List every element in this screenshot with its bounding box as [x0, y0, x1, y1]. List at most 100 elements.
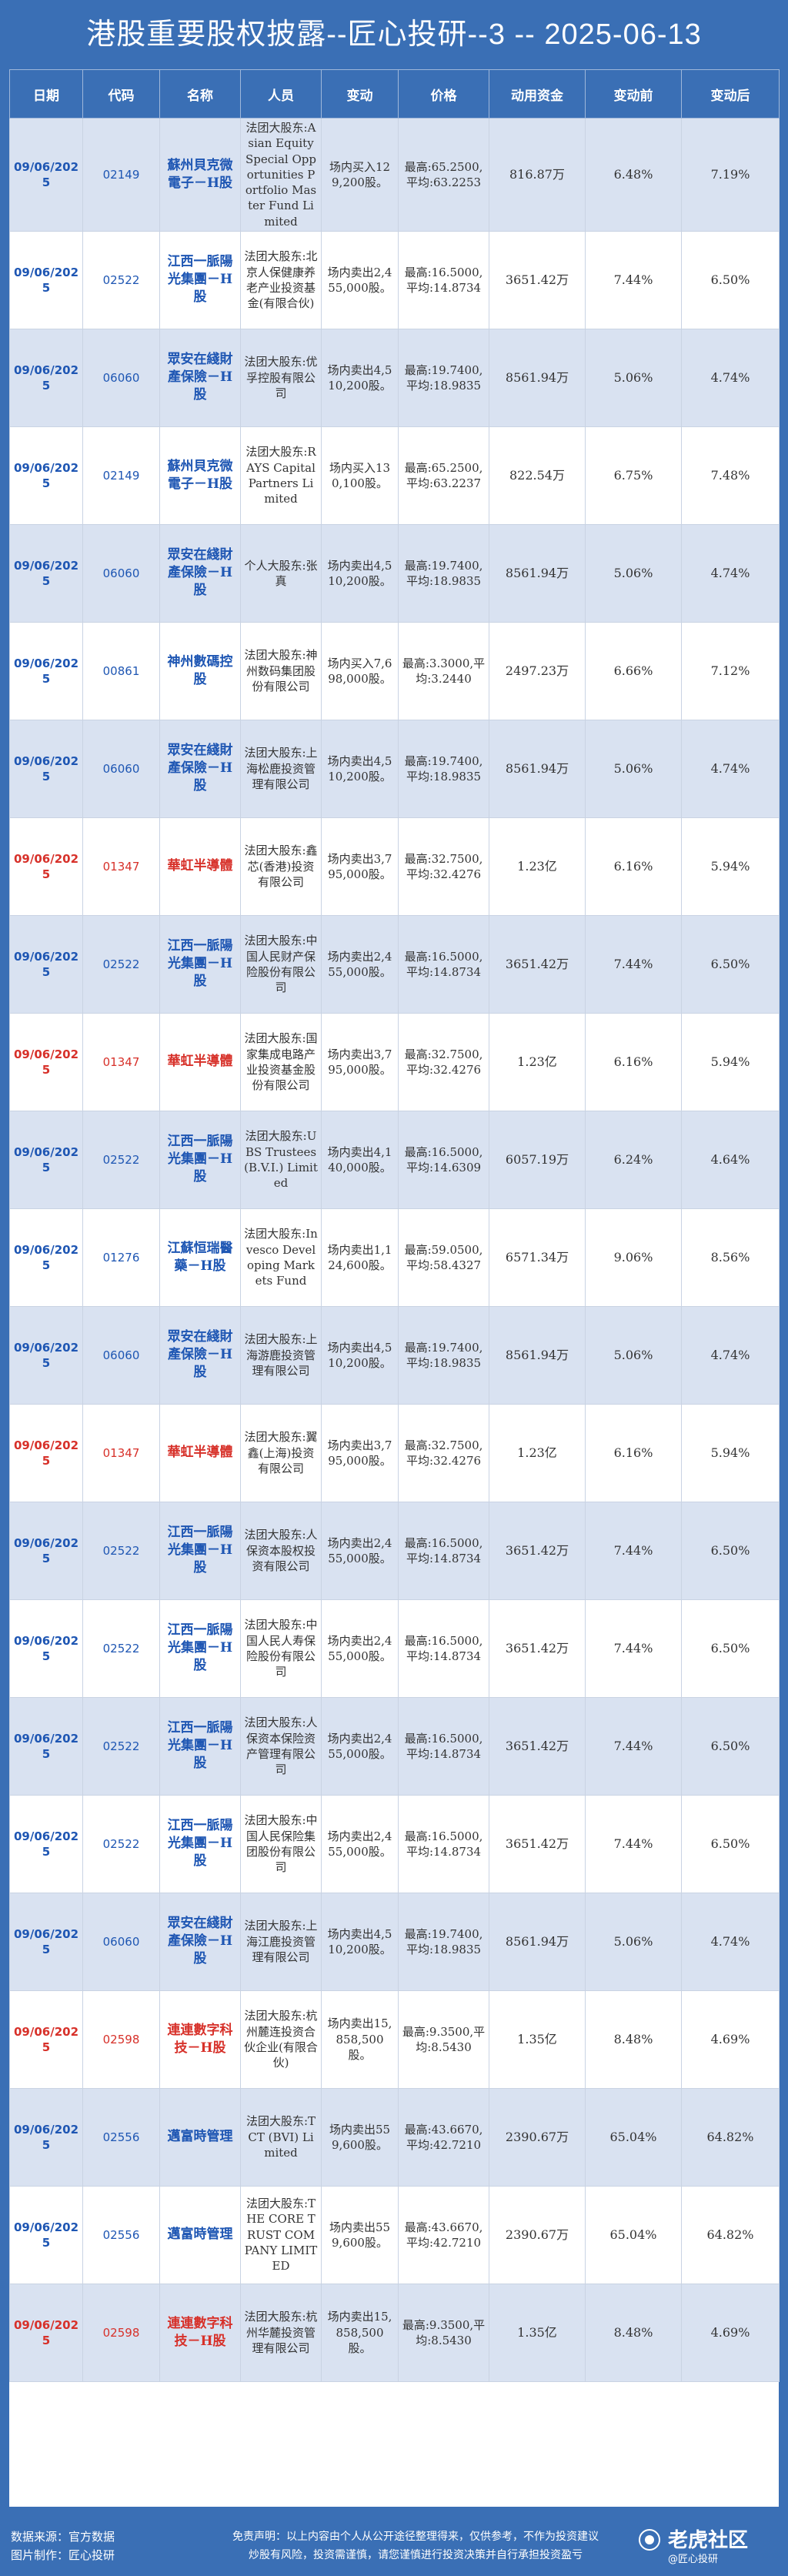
cell-code[interactable]: 02522: [82, 1110, 160, 1209]
cell-before: 7.44%: [585, 1501, 682, 1600]
table-row[interactable]: 09/06/2025 02598 連連數字科技－H股 法团大股东:杭州华麓投资管理有限…: [9, 2283, 780, 2382]
table-row[interactable]: 09/06/2025 02522 江西一脈陽光集團－H股 法团大股东:中国人民人寿保险…: [9, 1599, 780, 1698]
table-row[interactable]: 09/06/2025 06060 眾安在綫財產保險－H股 法团大股东:上海松鹿投资管理…: [9, 719, 780, 818]
table-row[interactable]: 09/06/2025 02556 邁富時管理 法团大股东:TCT (BVI) Limi…: [9, 2087, 780, 2187]
cell-code[interactable]: 01347: [82, 1012, 160, 1111]
cell-price: 最高:3.3000,平均:3.2440: [398, 621, 489, 720]
table-row[interactable]: 09/06/2025 01347 華虹半導體 法团大股东:鑫芯(香港)投资有限公司 场内…: [9, 817, 780, 916]
cell-code[interactable]: 06060: [82, 328, 160, 427]
cell-code[interactable]: 02522: [82, 914, 160, 1014]
header-change[interactable]: 变动: [321, 69, 399, 119]
header-before[interactable]: 变动前: [585, 69, 682, 119]
header-person[interactable]: 人员: [240, 69, 322, 119]
table-row[interactable]: 09/06/2025 02149 蘇州貝克微電子－H股 法团大股东:RAYS Capi…: [9, 426, 780, 525]
cell-name[interactable]: 江西一脈陽光集團－H股: [159, 230, 241, 329]
cell-date: 09/06/2025: [9, 914, 83, 1014]
footer-maker: 图片制作：匠心投研: [11, 2548, 115, 2562]
table-row[interactable]: 09/06/2025 00861 神州數碼控股 法团大股东:神州数码集团股份有限公司场…: [9, 621, 780, 720]
cell-name[interactable]: 邁富時管理: [159, 2087, 241, 2187]
cell-code[interactable]: 02522: [82, 1794, 160, 1893]
cell-name[interactable]: 眾安在綫財產保險－H股: [159, 1892, 241, 1991]
cell-name[interactable]: 蘇州貝克微電子－H股: [159, 426, 241, 525]
cell-funds: 1.23亿: [489, 1403, 586, 1502]
cell-name[interactable]: 蘇州貝克微電子－H股: [159, 118, 241, 232]
cell-name[interactable]: 神州數碼控股: [159, 621, 241, 720]
cell-change: 场内卖出4,510,200股。: [321, 523, 399, 623]
cell-name[interactable]: 連連數字科技－H股: [159, 1990, 241, 2089]
cell-before: 6.16%: [585, 817, 682, 916]
cell-name[interactable]: 眾安在綫財產保險－H股: [159, 719, 241, 818]
cell-funds: 1.23亿: [489, 817, 586, 916]
cell-code[interactable]: 02556: [82, 2185, 160, 2284]
table-row[interactable]: 09/06/2025 02522 江西一脈陽光集團－H股 法团大股东:人保资本保险资产…: [9, 1696, 780, 1796]
cell-price: 最高:16.5000,平均:14.8734: [398, 1501, 489, 1600]
table-row[interactable]: 09/06/2025 02598 連連數字科技－H股 法团大股东:杭州麓连投资合伙企业…: [9, 1990, 780, 2089]
cell-name[interactable]: 江西一脈陽光集團－H股: [159, 1110, 241, 1209]
disclaimer-line-2: 炒股有风险，投资需谨慎，请您谨慎进行投资决策并自行承担投资盈亏: [249, 2549, 583, 2561]
cell-code[interactable]: 01276: [82, 1208, 160, 1307]
header-funds[interactable]: 动用资金: [489, 69, 586, 119]
cell-person: 法团大股东:Invesco Developing Markets Fund: [240, 1208, 322, 1307]
cell-code[interactable]: 02556: [82, 2087, 160, 2187]
cell-code[interactable]: 02522: [82, 1696, 160, 1796]
table-row[interactable]: 09/06/2025 02522 江西一脈陽光集團－H股 法团大股东:人保资本股权投资…: [9, 1501, 780, 1600]
cell-code[interactable]: 02522: [82, 1599, 160, 1698]
header-date[interactable]: 日期: [9, 69, 83, 119]
cell-code[interactable]: 00861: [82, 621, 160, 720]
table-row[interactable]: 09/06/2025 06060 眾安在綫財產保險－H股 法团大股东:优孚控股有限公司…: [9, 328, 780, 427]
table-body: 09/06/2025 02149 蘇州貝克微電子－H股 法团大股东:Asian Equ…: [9, 118, 780, 2382]
cell-code[interactable]: 02149: [82, 118, 160, 232]
cell-date: 09/06/2025: [9, 523, 83, 623]
cell-code[interactable]: 06060: [82, 523, 160, 623]
table-row[interactable]: 09/06/2025 02149 蘇州貝克微電子－H股 法团大股东:Asian Equ…: [9, 118, 780, 232]
header-after[interactable]: 变动后: [681, 69, 780, 119]
table-row[interactable]: 09/06/2025 02556 邁富時管理 法团大股东:THE CORE TRUST…: [9, 2185, 780, 2284]
cell-code[interactable]: 02522: [82, 1501, 160, 1600]
cell-name[interactable]: 江西一脈陽光集團－H股: [159, 1794, 241, 1893]
cell-change: 场内卖出2,455,000股。: [321, 230, 399, 329]
table-row[interactable]: 09/06/2025 06060 眾安在綫財產保險－H股 法团大股东:上海江鹿投资管理…: [9, 1892, 780, 1991]
table-row[interactable]: 09/06/2025 01347 華虹半導體 法团大股东:国家集成电路产业投资基金股份…: [9, 1012, 780, 1111]
cell-code[interactable]: 02149: [82, 426, 160, 525]
cell-name[interactable]: 華虹半導體: [159, 817, 241, 916]
disclosure-table-frame: 日期 代码 名称 人员 变动 价格 动用资金 变动前 变动后 09/06/202…: [9, 69, 780, 2507]
cell-code[interactable]: 06060: [82, 1305, 160, 1405]
cell-name[interactable]: 邁富時管理: [159, 2185, 241, 2284]
cell-name[interactable]: 江西一脈陽光集團－H股: [159, 1696, 241, 1796]
cell-name[interactable]: 連連數字科技－H股: [159, 2283, 241, 2382]
cell-date: 09/06/2025: [9, 1599, 83, 1698]
cell-name[interactable]: 華虹半導體: [159, 1012, 241, 1111]
cell-price: 最高:16.5000,平均:14.8734: [398, 914, 489, 1014]
cell-name[interactable]: 華虹半導體: [159, 1403, 241, 1502]
cell-before: 7.44%: [585, 1599, 682, 1698]
cell-code[interactable]: 06060: [82, 1892, 160, 1991]
cell-name[interactable]: 江西一脈陽光集團－H股: [159, 914, 241, 1014]
cell-code[interactable]: 02522: [82, 230, 160, 329]
header-code[interactable]: 代码: [82, 69, 160, 119]
cell-code[interactable]: 01347: [82, 1403, 160, 1502]
cell-change: 场内买入130,100股。: [321, 426, 399, 525]
cell-before: 6.75%: [585, 426, 682, 525]
table-row[interactable]: 09/06/2025 02522 江西一脈陽光集團－H股 法团大股东:UBS Trus…: [9, 1110, 780, 1209]
cell-before: 6.16%: [585, 1012, 682, 1111]
cell-name[interactable]: 眾安在綫財產保險－H股: [159, 523, 241, 623]
cell-name[interactable]: 眾安在綫財產保險－H股: [159, 328, 241, 427]
table-row[interactable]: 09/06/2025 06060 眾安在綫財產保險－H股 个人大股东:张真 场内卖出4,…: [9, 523, 780, 623]
cell-code[interactable]: 01347: [82, 817, 160, 916]
cell-name[interactable]: 江蘇恒瑞醫藥－H股: [159, 1208, 241, 1307]
table-row[interactable]: 09/06/2025 01347 華虹半導體 法团大股东:翼鑫(上海)投资有限公司 场内…: [9, 1403, 780, 1502]
cell-name[interactable]: 江西一脈陽光集團－H股: [159, 1599, 241, 1698]
cell-name[interactable]: 江西一脈陽光集團－H股: [159, 1501, 241, 1600]
table-row[interactable]: 09/06/2025 02522 江西一脈陽光集團－H股 法团大股东:中国人民保险集团…: [9, 1794, 780, 1893]
header-price[interactable]: 价格: [398, 69, 489, 119]
cell-before: 5.06%: [585, 719, 682, 818]
cell-name[interactable]: 眾安在綫財產保險－H股: [159, 1305, 241, 1405]
cell-code[interactable]: 02598: [82, 2283, 160, 2382]
cell-code[interactable]: 02598: [82, 1990, 160, 2089]
table-row[interactable]: 09/06/2025 02522 江西一脈陽光集團－H股 法团大股东:中国人民财产保险…: [9, 914, 780, 1014]
header-name[interactable]: 名称: [159, 69, 241, 119]
table-row[interactable]: 09/06/2025 06060 眾安在綫財產保險－H股 法团大股东:上海游鹿投资管理…: [9, 1305, 780, 1405]
cell-code[interactable]: 06060: [82, 719, 160, 818]
table-row[interactable]: 09/06/2025 01276 江蘇恒瑞醫藥－H股 法团大股东:Invesco De…: [9, 1208, 780, 1307]
table-row[interactable]: 09/06/2025 02522 江西一脈陽光集團－H股 法团大股东:北京人保健康养老…: [9, 230, 780, 329]
